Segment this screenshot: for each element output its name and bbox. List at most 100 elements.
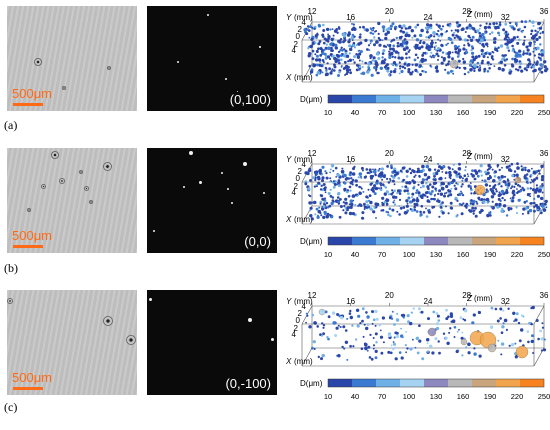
particle [514,68,518,71]
particle [326,40,330,43]
particle [491,168,494,171]
colorbar-segment [424,237,448,245]
particle [419,33,423,38]
particle [515,206,518,209]
particle [348,38,351,41]
particle [522,207,526,211]
particle [320,334,324,337]
particle [349,189,352,192]
particle [404,344,407,347]
particle [415,189,419,192]
particle [518,339,522,343]
particle [329,168,332,171]
particle [432,205,436,209]
particle [462,194,465,197]
particle [491,200,494,203]
particle [398,205,401,207]
particle [381,39,384,42]
bubble [51,151,59,159]
particle [522,50,525,53]
colorbar-tick-label: 250 [538,250,550,259]
particle [497,193,501,198]
particle [425,52,428,55]
particle [248,318,252,322]
particle [356,195,359,198]
particle [426,342,429,345]
particle [426,195,429,199]
z-tick-label: 36 [540,7,549,16]
particle [543,60,547,64]
particle [383,44,386,48]
particle [381,59,385,63]
particle [349,71,352,75]
particle [409,171,413,175]
bubble [7,298,13,304]
particle [405,330,408,333]
particle [340,46,343,49]
particle [396,41,400,45]
particle [337,202,340,205]
particle [406,64,409,67]
colorbar-segment [400,95,424,103]
particle [452,178,456,183]
particle [532,37,535,41]
particle [470,199,473,202]
particle [389,52,394,56]
particle [403,189,407,193]
particle [346,358,349,361]
row-b: 500μm (0,0) 12 16 20 24 28 32 36 Z (mm) 4 2 0 2 4 Y (mm… [0,148,550,288]
particle [451,57,454,61]
particle [309,25,312,28]
particle [530,323,533,326]
particle [432,31,436,35]
particle [321,322,324,325]
particle [479,42,481,45]
particle [412,338,414,341]
particle [317,42,321,46]
particle [348,185,352,189]
particle [382,49,386,53]
particle [531,305,535,310]
particle [367,345,371,349]
z-axis-unit: (mm) [474,10,493,19]
particle [322,326,325,329]
particle [500,189,504,193]
particle [457,48,462,52]
particle [539,329,542,333]
particle [458,328,460,331]
particle [361,169,364,172]
particle [430,197,433,201]
particle [498,34,501,37]
particle [462,57,465,61]
particle [309,44,313,49]
scale-bar [13,387,43,390]
particle [306,28,309,31]
particle [372,26,375,30]
particle [544,200,547,203]
particle [373,184,377,188]
particle [324,310,328,314]
particle [368,168,372,172]
colorbar-segment [376,95,400,103]
particle [541,183,544,186]
particle [437,54,440,58]
image-texture [7,148,137,253]
particle [372,347,375,350]
particle [441,201,444,204]
particle [440,28,443,31]
particle [314,213,317,216]
particle [520,168,524,172]
particle [353,46,357,49]
particle [448,331,451,334]
particle [433,178,437,182]
particle [391,179,395,183]
particle [490,31,494,34]
particle [408,56,411,59]
particle [492,185,496,189]
particle [369,333,372,336]
particle [483,70,486,73]
particle [392,61,396,65]
particle [404,27,408,30]
particle [149,298,152,301]
particle [539,209,542,213]
